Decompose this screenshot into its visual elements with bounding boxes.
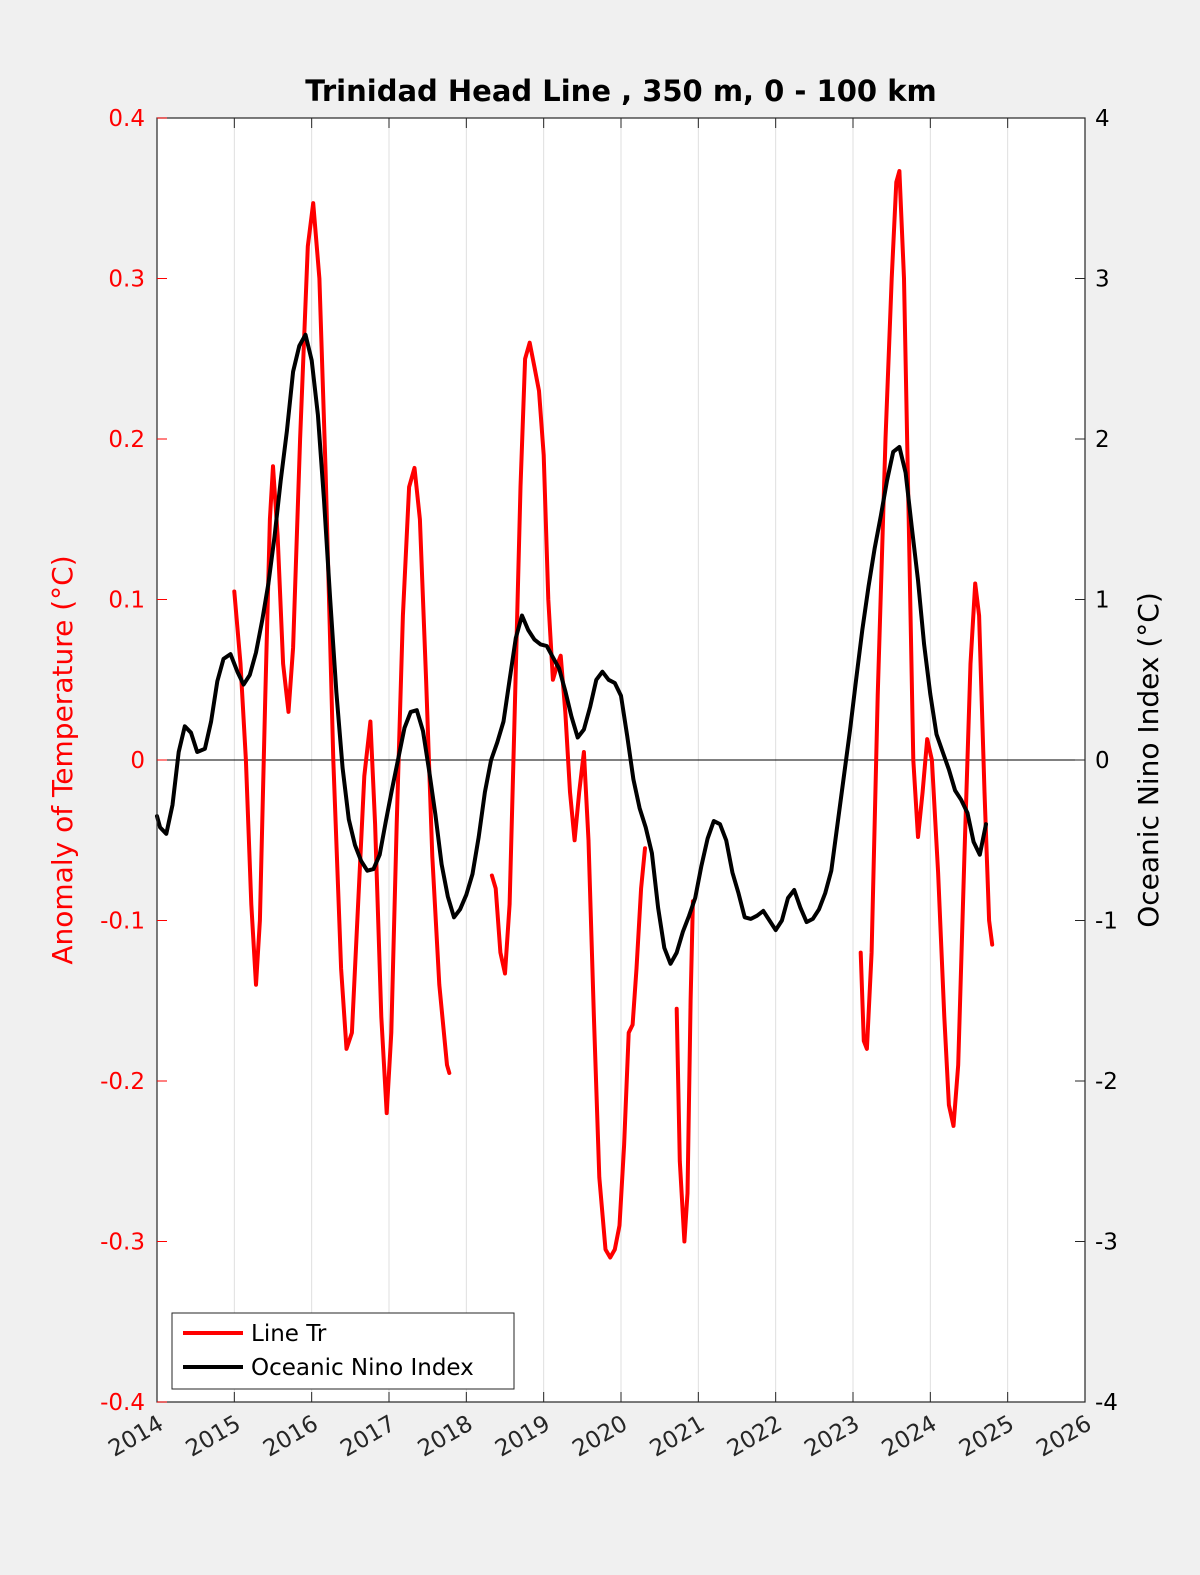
chart-title: Trinidad Head Line , 350 m, 0 - 100 km (305, 74, 936, 108)
x-tick-label: 2016 (259, 1411, 323, 1463)
y-left-tick-label: -0.4 (100, 1390, 145, 1416)
x-tick-label: 2022 (723, 1411, 787, 1463)
legend-box (171, 1312, 515, 1390)
y-right-tick-label: 1 (1095, 588, 1110, 614)
y-right-tick-label: -3 (1095, 1230, 1118, 1256)
x-tick-label: 2026 (1032, 1411, 1096, 1463)
x-tick-label: 2015 (182, 1411, 246, 1463)
y-left-tick-label: 0.1 (108, 588, 145, 614)
y-right-tick-label: -4 (1095, 1390, 1118, 1416)
y-left-tick-label: 0.3 (108, 267, 145, 293)
x-tick-label: 2014 (104, 1411, 168, 1463)
x-tick-label: 2017 (336, 1411, 400, 1463)
line-tr-segment-3 (858, 169, 995, 1128)
x-tick-label: 2024 (878, 1411, 942, 1463)
x-tick-label: 2025 (955, 1411, 1019, 1463)
series-oni (155, 332, 988, 966)
legend: Line Tr Oceanic Nino Index (171, 1312, 515, 1390)
legend-label-oni: Oceanic Nino Index (251, 1355, 474, 1381)
line-tr-segment-1 (489, 340, 647, 1260)
y-right-tick-label: 0 (1095, 748, 1110, 774)
y-right-tick-label: 3 (1095, 267, 1110, 293)
series-layer (155, 169, 995, 1260)
series-line-tr (232, 169, 995, 1260)
line-tr-segment-2 (674, 899, 695, 1244)
y-axis-label-right: Oceanic Nino Index (°C) (1132, 592, 1165, 928)
y-left-tick-label: 0.4 (108, 106, 145, 132)
y-right-tick-label: -2 (1095, 1069, 1118, 1095)
y-left-tick-label: 0 (130, 748, 145, 774)
oni-segment-0 (155, 332, 988, 966)
y-left-tick-label: 0.2 (108, 427, 145, 453)
y-right-tick-label: -1 (1095, 909, 1118, 935)
y-left-tick-label: -0.3 (100, 1230, 145, 1256)
x-tick-label: 2018 (414, 1411, 478, 1463)
y-left-tick-label: -0.2 (100, 1069, 145, 1095)
x-tick-label: 2021 (646, 1411, 710, 1463)
y-right-tick-label: 4 (1095, 106, 1110, 132)
y-axis-label-left: Anomaly of Temperature (°C) (46, 555, 79, 964)
y-left-tick-label: -0.1 (100, 909, 145, 935)
x-tick-label: 2019 (491, 1411, 555, 1463)
x-tick-label: 2023 (800, 1411, 864, 1463)
x-tick-label: 2020 (568, 1411, 632, 1463)
legend-label-line-tr: Line Tr (251, 1321, 327, 1347)
line-tr-segment-0 (232, 201, 452, 1116)
y-right-tick-label: 2 (1095, 427, 1110, 453)
